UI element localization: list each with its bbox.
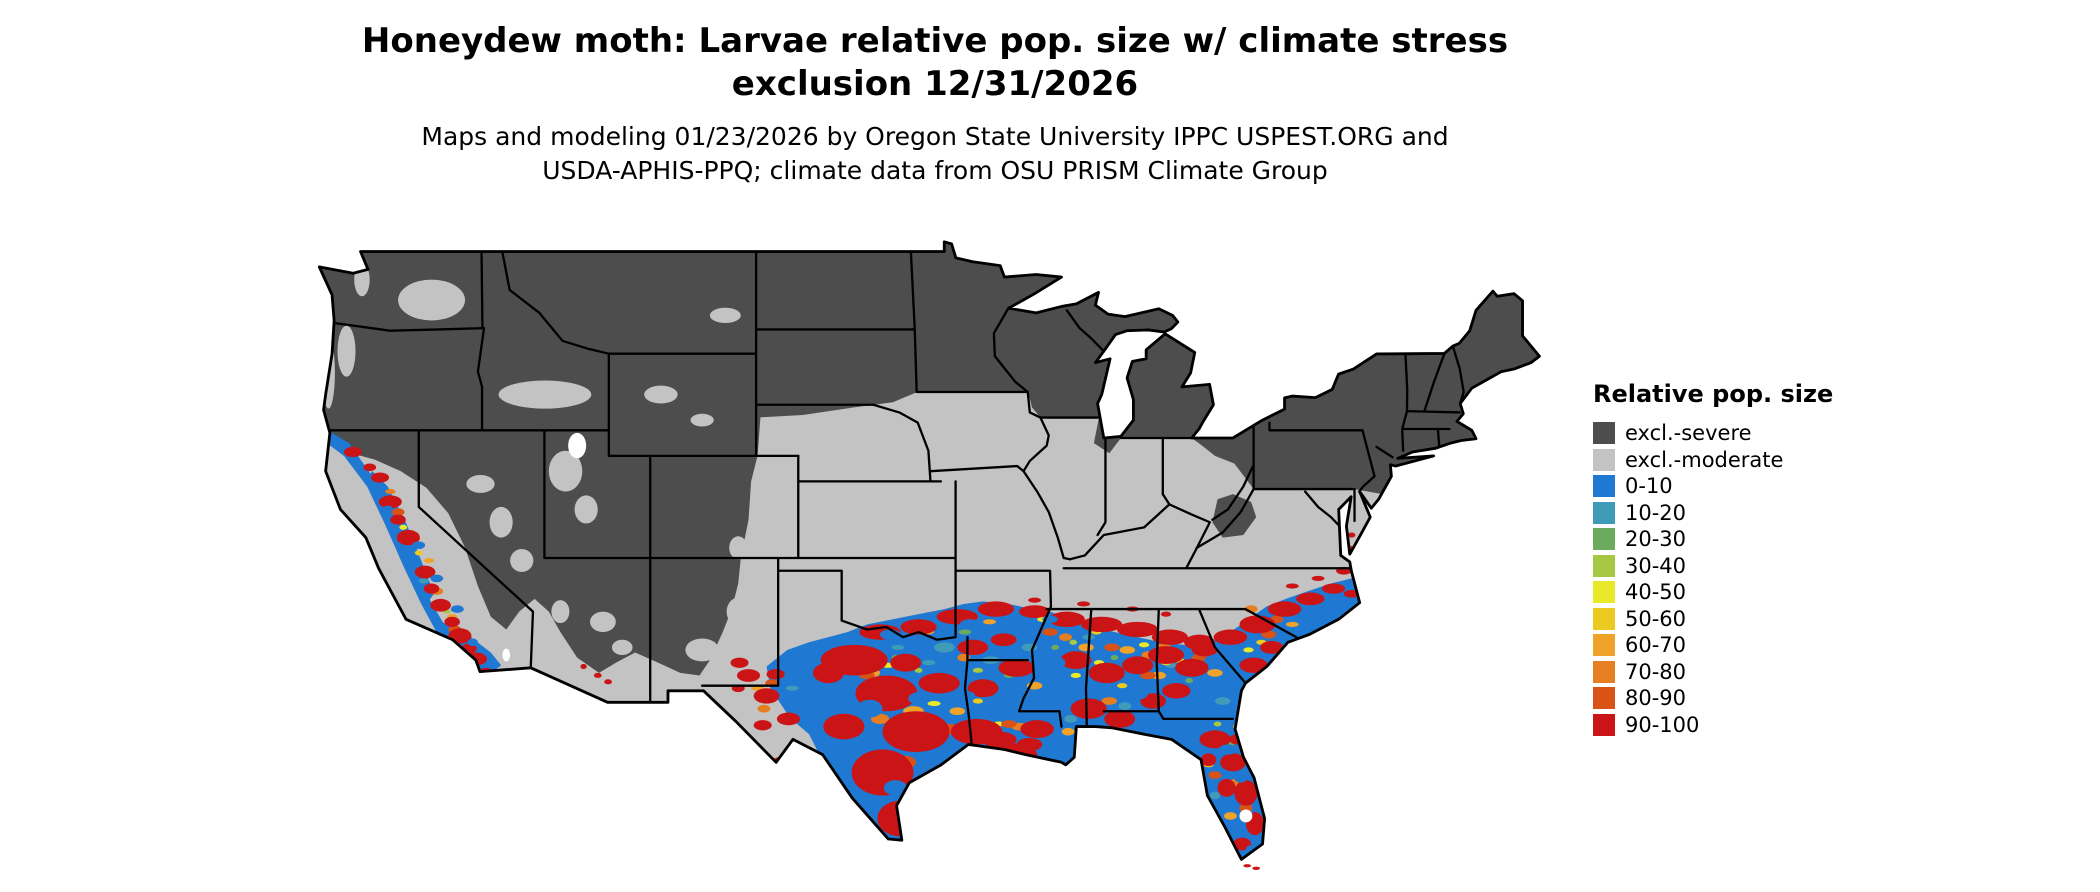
page-title: Honeydew moth: Larvae relative pop. size… <box>0 20 1870 106</box>
page-subtitle-line1: Maps and modeling 01/23/2026 by Oregon S… <box>421 122 1449 151</box>
inland-lakes <box>502 432 1253 823</box>
legend-title: Relative pop. size <box>1593 380 1834 408</box>
page-subtitle: Maps and modeling 01/23/2026 by Oregon S… <box>0 120 1870 187</box>
legend-item: 20-30 <box>1593 526 1833 553</box>
florida-keys <box>1243 864 1261 870</box>
legend-item: 90-100 <box>1593 712 1833 739</box>
legend-item-label: 20-30 <box>1625 527 1687 552</box>
legend-item-label: 40-50 <box>1625 580 1687 605</box>
legend-swatch <box>1593 634 1615 657</box>
legend-item-label: 60-70 <box>1625 633 1687 658</box>
legend-items: excl.-severe excl.-moderate 0-10 10-20 20-30… <box>1593 420 1833 738</box>
legend-item-label: 70-80 <box>1625 659 1687 684</box>
page-title-line1: Honeydew moth: Larvae relative pop. size… <box>361 21 1509 61</box>
legend-item: excl.-severe <box>1593 420 1833 447</box>
legend-swatch <box>1593 501 1615 524</box>
legend-item: 50-60 <box>1593 606 1833 633</box>
page-title-line2: exclusion 12/31/2026 <box>731 63 1139 104</box>
legend-swatch <box>1593 528 1615 551</box>
legend-swatch <box>1593 448 1615 471</box>
legend-swatch <box>1593 713 1615 736</box>
legend-item-label: 10-20 <box>1625 500 1687 525</box>
legend-item: 10-20 <box>1593 500 1833 527</box>
legend-item: 40-50 <box>1593 579 1833 606</box>
legend-item: 80-90 <box>1593 685 1833 712</box>
legend-item-label: 30-40 <box>1625 553 1687 578</box>
legend-item: 30-40 <box>1593 553 1833 580</box>
legend-swatch <box>1593 687 1615 710</box>
legend-item-label: 50-60 <box>1625 606 1687 631</box>
legend-item: 60-70 <box>1593 632 1833 659</box>
page-subtitle-line2: USDA-APHIS-PPQ; climate data from OSU PR… <box>542 155 1328 185</box>
legend-swatch <box>1593 554 1615 577</box>
legend-item-label: 0-10 <box>1625 474 1673 499</box>
state-borders <box>328 250 1465 746</box>
legend-swatch <box>1593 475 1615 498</box>
legend-swatch <box>1593 660 1615 683</box>
legend-item: 70-80 <box>1593 659 1833 686</box>
legend-item: excl.-moderate <box>1593 447 1833 474</box>
us-map <box>317 240 1541 870</box>
legend-swatch <box>1593 607 1615 630</box>
legend-item-label: 80-90 <box>1625 686 1687 711</box>
legend: Relative pop. size excl.-severe excl.-mod… <box>1593 380 1833 738</box>
legend-swatch <box>1593 422 1615 445</box>
legend-item: 0-10 <box>1593 473 1833 500</box>
legend-swatch <box>1593 581 1615 604</box>
legend-item-label: excl.-severe <box>1625 421 1752 446</box>
legend-item-label: excl.-moderate <box>1625 447 1784 472</box>
us-outline <box>317 240 1541 861</box>
legend-item-label: 90-100 <box>1625 712 1700 737</box>
